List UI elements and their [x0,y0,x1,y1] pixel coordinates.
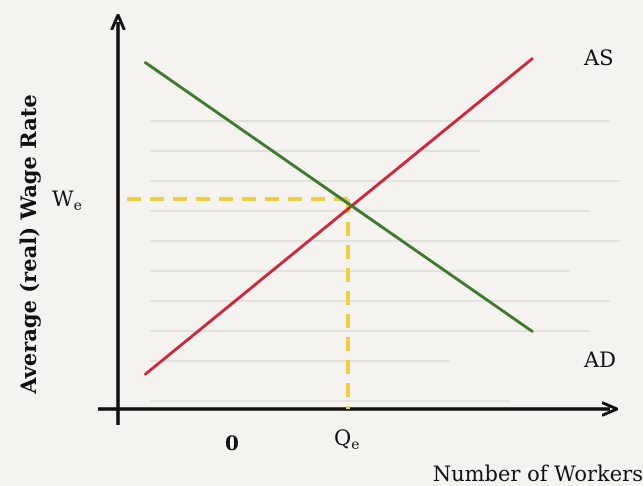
ad-series-label: AD [583,348,616,372]
as-series-label: AS [583,46,614,70]
quantity-equilibrium-label: Qe [334,426,360,453]
faded-background-text [150,110,630,440]
wage-equilibrium-label: We [52,187,82,214]
y-axis-label: Average (real) Wage Rate [16,94,41,395]
origin-label: 0 [225,431,239,455]
as-curve [144,57,534,376]
ad-curve [144,61,534,333]
x-axis-label: Number of Workers [433,462,643,486]
